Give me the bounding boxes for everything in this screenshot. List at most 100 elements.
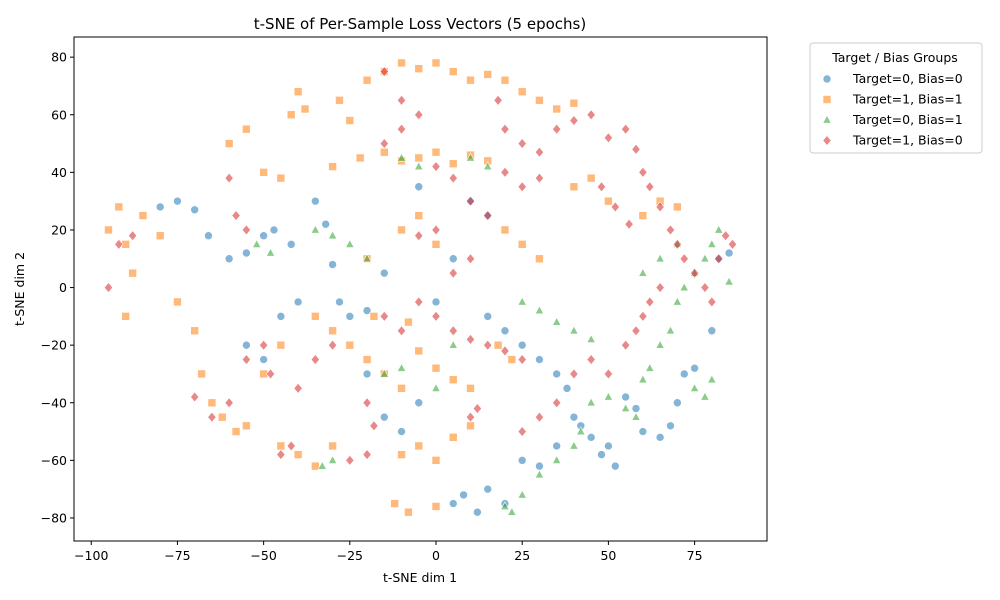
data-point — [335, 96, 344, 105]
data-point — [197, 369, 206, 379]
data-point — [721, 230, 731, 242]
data-point — [679, 282, 689, 292]
data-point — [362, 253, 372, 263]
data-point — [707, 326, 717, 336]
data-point — [362, 449, 372, 461]
data-point — [655, 339, 665, 349]
series-1-points — [155, 182, 734, 517]
data-point — [242, 421, 251, 431]
data-point — [276, 441, 286, 451]
data-point — [397, 225, 406, 235]
data-point — [448, 499, 458, 508]
data-point — [362, 355, 372, 364]
data-point — [259, 231, 268, 241]
data-point — [707, 296, 717, 308]
data-point — [310, 354, 320, 366]
data-point — [724, 276, 734, 286]
data-point — [466, 384, 475, 393]
data-point — [689, 383, 700, 392]
data-point — [645, 296, 655, 308]
data-point — [500, 501, 510, 510]
data-point — [265, 247, 276, 257]
data-point — [431, 297, 441, 307]
data-point — [431, 147, 441, 157]
data-point — [569, 368, 579, 380]
data-point — [362, 306, 372, 315]
data-point — [631, 404, 641, 413]
data-point — [535, 254, 544, 264]
data-point — [534, 469, 545, 479]
data-point — [286, 110, 296, 120]
data-point — [517, 354, 527, 366]
data-point — [535, 355, 544, 364]
data-point — [631, 325, 641, 337]
data-point — [586, 334, 596, 343]
data-point — [473, 507, 482, 517]
data-point — [707, 374, 717, 384]
data-point — [552, 369, 561, 379]
data-point — [465, 195, 476, 207]
data-point — [638, 374, 648, 384]
data-point — [121, 312, 131, 321]
data-point — [396, 362, 407, 372]
x-tick-label: 75 — [687, 548, 703, 563]
data-point — [500, 166, 510, 178]
series-3-points — [252, 152, 734, 516]
data-point — [535, 461, 544, 471]
data-point — [666, 421, 675, 431]
legend-items: Target=0, Bias=0 Target=1, Bias=1 Target=0… — [822, 71, 963, 148]
legend-label: Target=1, Bias=0 — [852, 133, 963, 148]
data-point — [276, 173, 286, 183]
data-point — [645, 362, 655, 372]
legend: Target / Bias Groups Target=0, Bias=0Tar… — [809, 42, 983, 154]
data-point — [576, 426, 586, 436]
data-point — [327, 455, 338, 464]
data-point — [727, 238, 738, 250]
data-point — [265, 368, 276, 380]
data-point — [552, 397, 562, 409]
data-point — [328, 260, 337, 269]
data-point — [345, 239, 355, 248]
data-point — [465, 253, 476, 265]
data-point — [631, 143, 641, 155]
data-point — [465, 411, 476, 423]
data-point — [204, 231, 213, 241]
data-point — [217, 412, 227, 422]
data-point — [500, 345, 510, 357]
data-point — [276, 449, 286, 461]
data-point — [507, 506, 517, 516]
legend-item: Target=0, Bias=1 — [822, 112, 963, 127]
data-point — [534, 146, 545, 158]
data-point — [328, 326, 337, 336]
data-point — [414, 109, 424, 121]
legend-marker — [822, 74, 832, 84]
data-point — [190, 205, 199, 215]
data-point — [293, 382, 303, 394]
data-point — [551, 316, 562, 326]
data-point — [293, 87, 303, 97]
y-tick-label: −80 — [41, 510, 67, 525]
data-point — [603, 132, 613, 144]
data-point — [493, 340, 503, 350]
data-point — [448, 375, 458, 385]
data-point — [431, 224, 441, 236]
data-point — [242, 124, 251, 134]
data-point — [448, 267, 458, 279]
data-point — [586, 433, 596, 442]
data-point — [517, 296, 527, 306]
x-tick-label: 50 — [600, 548, 616, 563]
data-point — [724, 248, 734, 258]
data-point — [327, 339, 338, 351]
data-point — [483, 312, 493, 321]
data-point — [604, 196, 613, 206]
y-tick-label: 80 — [51, 50, 67, 65]
data-point — [466, 421, 475, 431]
legend-box — [809, 42, 983, 154]
data-point — [328, 441, 337, 451]
x-tick-label: −100 — [74, 548, 108, 563]
data-point — [465, 333, 476, 345]
data-point — [483, 161, 493, 171]
data-point — [552, 123, 562, 135]
data-point — [517, 456, 527, 465]
